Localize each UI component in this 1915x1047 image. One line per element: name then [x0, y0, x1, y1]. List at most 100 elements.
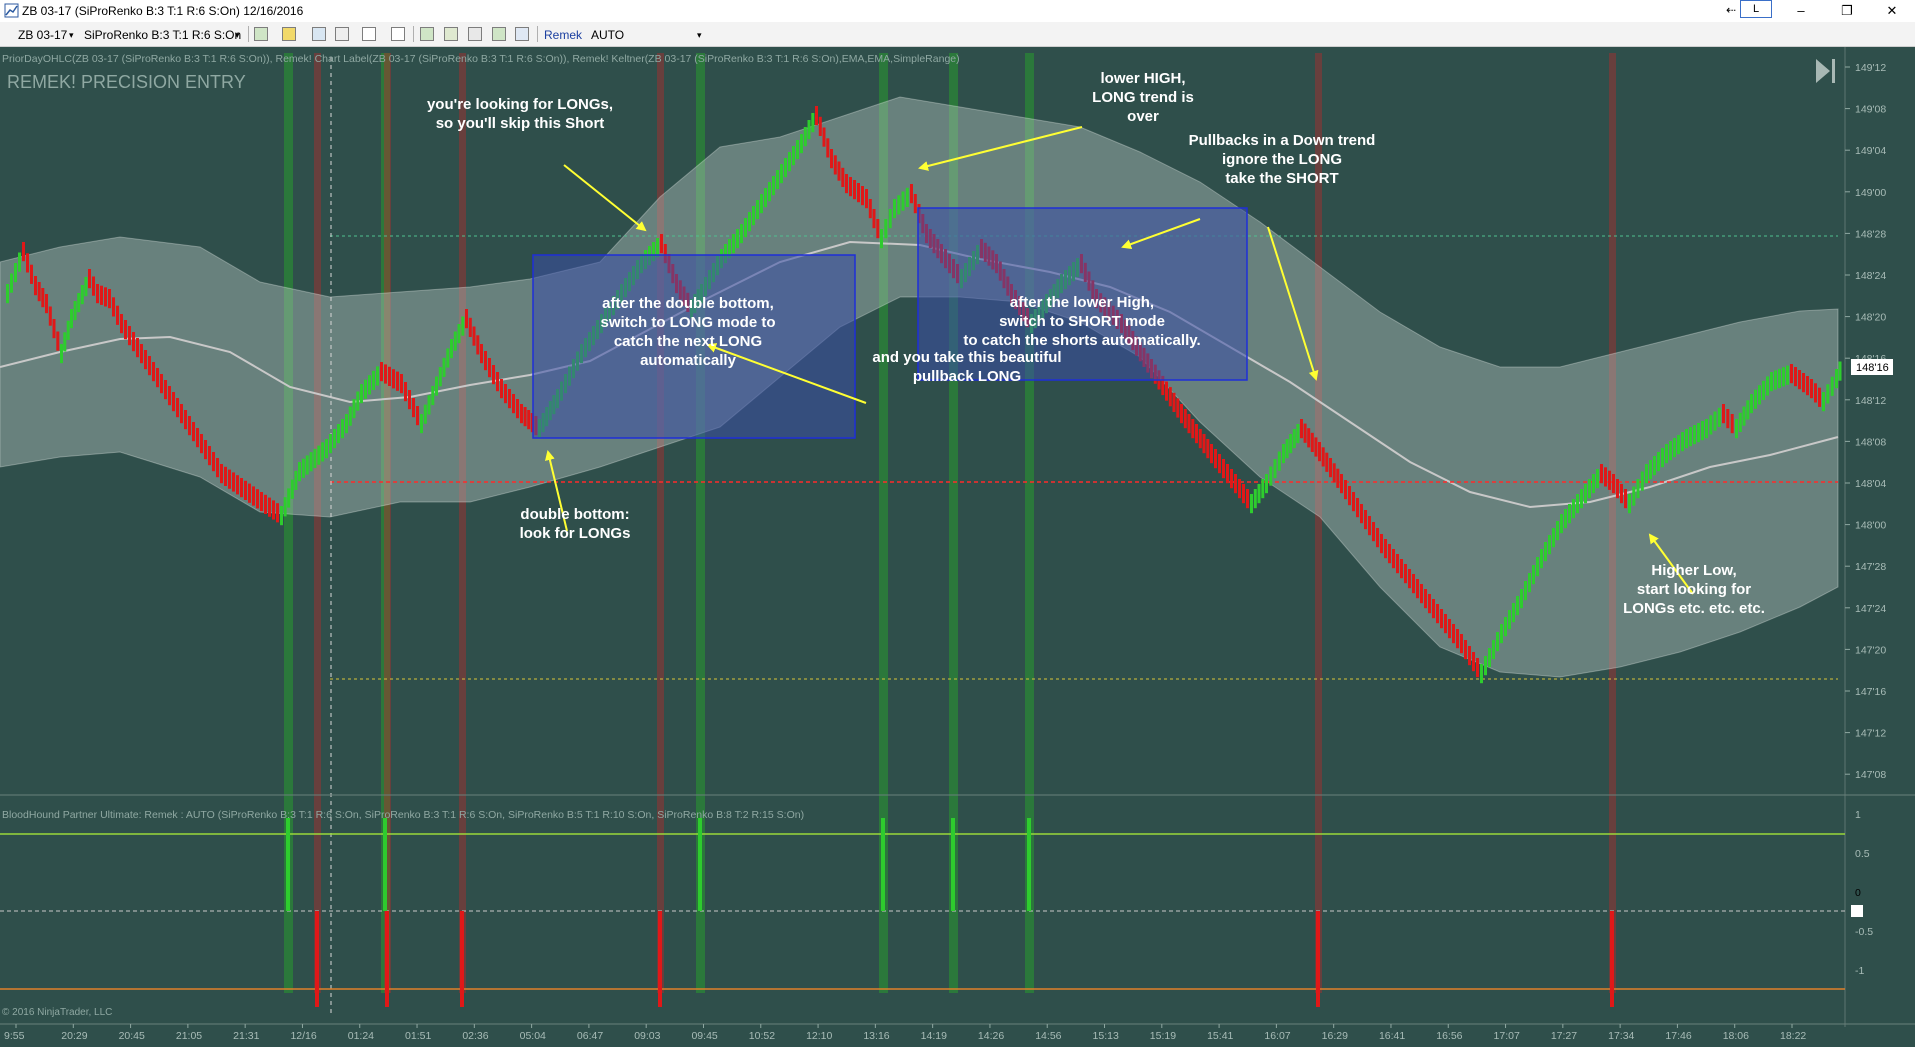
link-button[interactable]: L: [1740, 0, 1772, 18]
window-title: ZB 03-17 (SiProRenko B:3 T:1 R:6 S:On) 1…: [22, 4, 304, 18]
crosshair-icon[interactable]: [335, 27, 349, 41]
bull-bar: [317, 445, 321, 465]
bear-bar: [1396, 554, 1399, 574]
chart-trader-icon[interactable]: [420, 27, 434, 41]
bull-bar: [1544, 542, 1547, 562]
bull-bar: [728, 239, 731, 259]
bull-bar: [1532, 565, 1535, 585]
time-label: 14:26: [978, 1030, 1004, 1042]
bull-bar: [1548, 535, 1551, 555]
bull-bar: [309, 452, 313, 472]
bull-bar: [1556, 521, 1559, 541]
bear-bar: [1412, 574, 1415, 594]
pointer-icon[interactable]: [362, 27, 376, 41]
mode-selector[interactable]: AUTO: [591, 28, 625, 42]
bear-bar: [1172, 392, 1176, 412]
bull-bar: [1750, 394, 1753, 414]
bull-bar: [1296, 424, 1300, 444]
bear-bar: [1368, 516, 1371, 536]
bull-bar: [329, 434, 332, 454]
time-label: 12/16: [290, 1030, 316, 1042]
zoom-icon[interactable]: [391, 27, 405, 41]
bull-bar: [784, 158, 787, 178]
bar-type-selector[interactable]: SiProRenko B:3 T:1 R:6 S:On: [84, 28, 242, 42]
bars-icon[interactable]: [254, 27, 268, 41]
time-label: 20:45: [119, 1030, 145, 1042]
time-label: 15:13: [1093, 1030, 1119, 1042]
bear-bar: [512, 394, 515, 414]
bear-bar: [857, 183, 860, 203]
bear-bar: [1468, 646, 1471, 666]
bear-bar: [30, 264, 33, 284]
bear-bar: [1191, 419, 1195, 439]
bear-bar: [34, 276, 37, 296]
bear-bar: [1818, 387, 1821, 407]
signal-histogram: [286, 818, 1614, 1007]
bull-bar: [1572, 499, 1575, 519]
bull-bar: [1649, 460, 1652, 480]
bear-bar: [212, 452, 215, 472]
annotation-line: Pullbacks in a Down trend: [1189, 132, 1376, 149]
short-signal-bar: [1316, 911, 1320, 1007]
scroll-end-icon[interactable]: [1816, 59, 1835, 83]
indicators-icon[interactable]: [468, 27, 482, 41]
annotation-line: LONG trend is: [1092, 89, 1194, 106]
bear-bar: [196, 428, 199, 448]
bull-bar: [438, 367, 442, 387]
short-signal-bar: [460, 911, 464, 1007]
bear-bar: [1340, 474, 1343, 494]
bear-bar: [1307, 428, 1311, 448]
bear-bar: [188, 416, 191, 436]
annotation-line: over: [1127, 108, 1159, 125]
bear-bar: [1472, 652, 1475, 672]
bull-bar: [1492, 640, 1495, 660]
bull-bar: [1596, 469, 1599, 489]
instrument-selector[interactable]: ZB 03-17: [18, 28, 68, 42]
bull-bar: [880, 229, 883, 249]
bear-bar: [1198, 429, 1202, 449]
bull-bar: [1504, 617, 1507, 637]
bear-bar: [1464, 640, 1467, 660]
bull-bar: [1524, 581, 1527, 601]
bear-bar: [1356, 498, 1359, 518]
close-button[interactable]: ✕: [1886, 3, 1898, 18]
bull-bar: [372, 370, 375, 390]
bear-bar: [1180, 404, 1183, 424]
bar-type-dropdown-icon[interactable]: ▾: [235, 30, 240, 40]
strategies-icon[interactable]: [492, 27, 506, 41]
drawing-icon[interactable]: [312, 27, 326, 41]
bull-bar: [1762, 380, 1765, 400]
bull-bar: [748, 212, 751, 232]
chart-area[interactable]: PriorDayOHLC(ZB 03-17 (SiProRenko B:3 T:…: [0, 47, 1915, 1047]
bear-bar: [1300, 419, 1303, 439]
price-label: 147'16: [1855, 686, 1886, 698]
bear-bar: [276, 503, 279, 523]
bear-bar: [416, 406, 419, 426]
properties-icon[interactable]: [515, 27, 529, 41]
bull-bar: [1265, 474, 1268, 494]
toolbar-separator: [413, 26, 414, 42]
maximize-button[interactable]: ❐: [1841, 3, 1853, 18]
data-box-icon[interactable]: [444, 27, 458, 41]
time-label: 17:07: [1494, 1030, 1520, 1042]
back-arrow-icon[interactable]: ⇠: [1726, 3, 1737, 17]
bull-bar: [364, 379, 367, 399]
minimize-button[interactable]: –: [1797, 3, 1805, 18]
annotation-line: ignore the LONG: [1222, 151, 1342, 168]
bull-bar: [325, 439, 328, 459]
bear-bar: [1202, 434, 1206, 454]
bear-bar: [1168, 387, 1172, 407]
mode-dropdown-icon[interactable]: ▾: [697, 30, 702, 40]
bull-bar: [780, 164, 783, 184]
price-label: 147'08: [1855, 769, 1886, 781]
bear-bar: [140, 344, 143, 364]
bear-bar: [853, 180, 856, 200]
bull-bar: [1289, 434, 1293, 454]
chart-app-icon: [4, 3, 19, 18]
bear-bar: [220, 464, 223, 484]
bear-bar: [833, 155, 837, 175]
instrument-dropdown-icon[interactable]: ▾: [69, 30, 74, 40]
pencil-icon[interactable]: [282, 27, 296, 41]
time-label: 20:29: [61, 1030, 87, 1042]
short-signal-highlight: [657, 53, 664, 993]
